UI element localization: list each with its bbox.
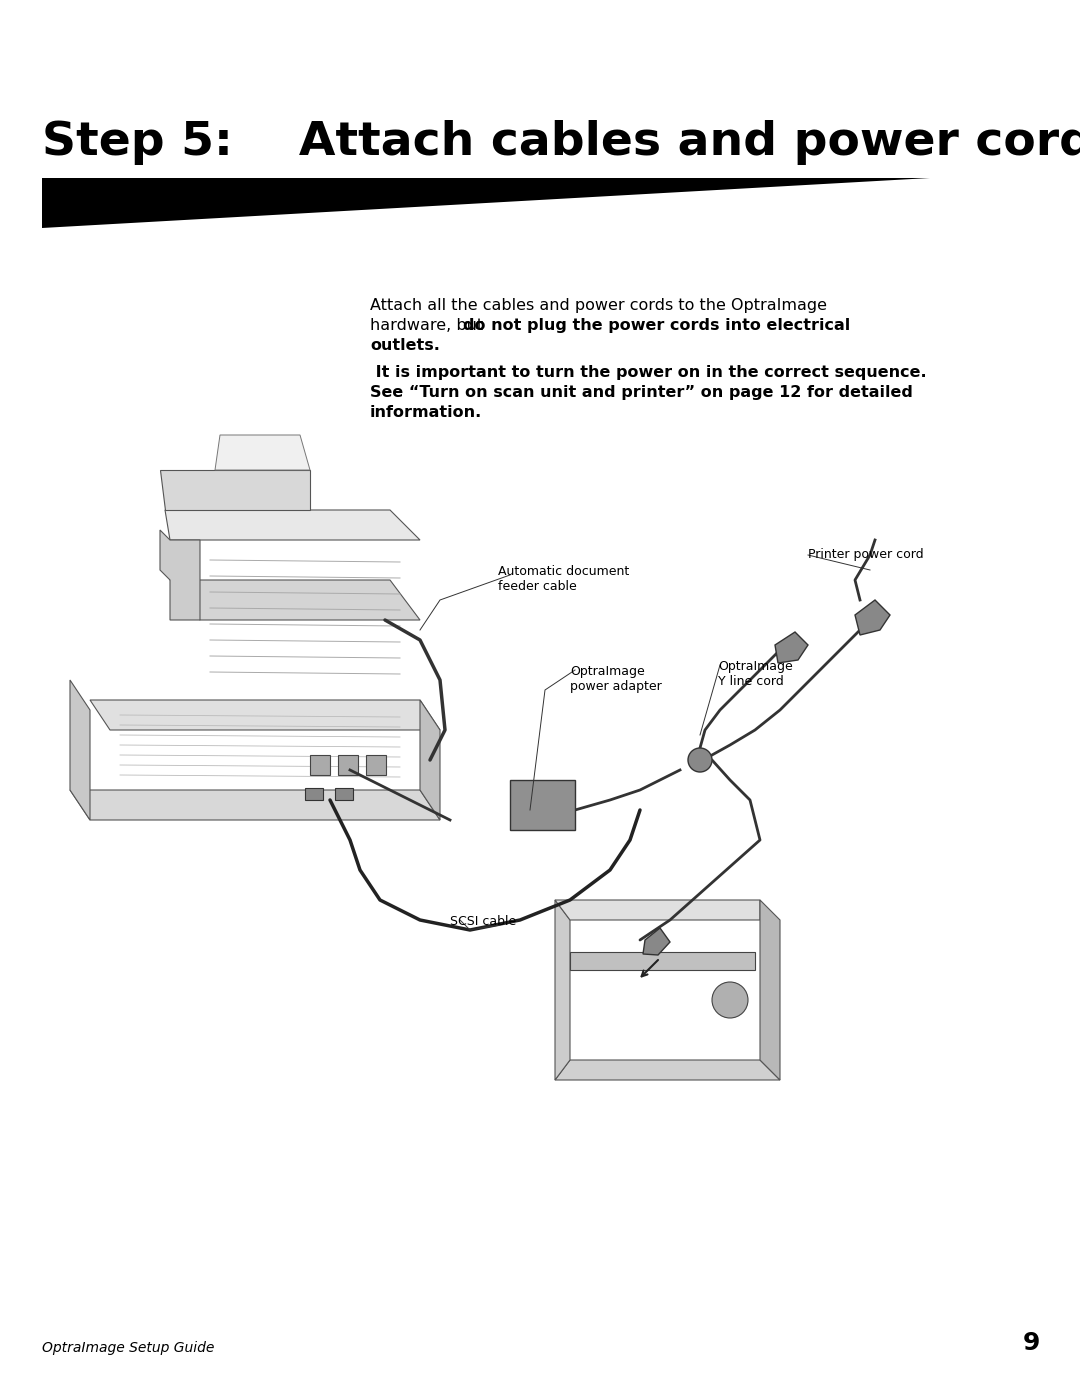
Polygon shape (215, 434, 310, 469)
Polygon shape (420, 700, 440, 820)
Circle shape (712, 982, 748, 1018)
Polygon shape (555, 900, 760, 921)
Text: Automatic document
feeder cable: Automatic document feeder cable (498, 564, 630, 592)
Text: OptraImage
Y line cord: OptraImage Y line cord (718, 659, 793, 687)
Bar (570, 951, 755, 970)
Polygon shape (42, 177, 930, 228)
Polygon shape (70, 789, 440, 820)
Text: OptraImage
power adapter: OptraImage power adapter (570, 665, 662, 693)
Polygon shape (555, 900, 570, 1080)
Bar (510, 780, 575, 830)
Text: See “Turn on scan unit and printer” on page 12 for detailed: See “Turn on scan unit and printer” on p… (370, 386, 913, 400)
Bar (335, 788, 353, 800)
Polygon shape (70, 680, 90, 820)
Text: Step 5:    Attach cables and power cords: Step 5: Attach cables and power cords (42, 120, 1080, 165)
Text: Attach all the cables and power cords to the OptraImage: Attach all the cables and power cords to… (370, 298, 827, 313)
Polygon shape (555, 1060, 780, 1080)
Text: do not plug the power cords into electrical: do not plug the power cords into electri… (463, 319, 850, 332)
Polygon shape (643, 928, 670, 956)
Polygon shape (170, 580, 420, 620)
Text: SCSI cable: SCSI cable (450, 915, 516, 928)
Bar (366, 754, 386, 775)
Bar (305, 788, 323, 800)
Text: outlets.: outlets. (370, 338, 440, 353)
Polygon shape (775, 631, 808, 664)
Polygon shape (165, 510, 420, 541)
Text: information.: information. (370, 405, 483, 420)
Polygon shape (760, 900, 780, 1080)
Text: It is important to turn the power on in the correct sequence.: It is important to turn the power on in … (370, 365, 927, 380)
Bar (310, 754, 330, 775)
Text: OptraImage Setup Guide: OptraImage Setup Guide (42, 1341, 214, 1355)
Text: 9: 9 (1023, 1331, 1040, 1355)
Circle shape (688, 747, 712, 773)
Polygon shape (90, 700, 440, 731)
Polygon shape (160, 529, 200, 620)
Text: hardware, but: hardware, but (370, 319, 488, 332)
Text: Printer power cord: Printer power cord (808, 548, 923, 562)
Polygon shape (855, 599, 890, 636)
Polygon shape (160, 469, 310, 510)
Bar (338, 754, 357, 775)
